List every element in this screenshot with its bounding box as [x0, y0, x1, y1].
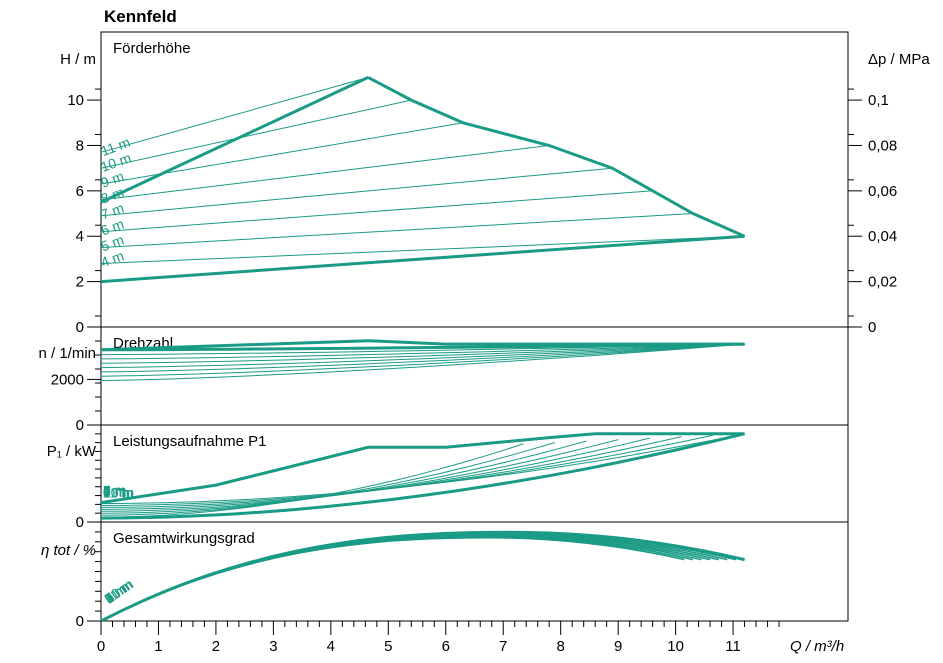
- head-iso-curve-5: [100, 122, 464, 185]
- pressure-y-tick-label: 0,04: [868, 228, 897, 245]
- x-axis-label: Q / m³/h: [790, 638, 844, 655]
- head-y-tick-label: 4: [76, 228, 84, 245]
- head-min-curve: [100, 234, 745, 284]
- x-tick-label: 8: [557, 638, 565, 655]
- x-tick-label: 3: [269, 638, 277, 655]
- panel-head-frame: [100, 31, 849, 328]
- x-tick-label: 0: [97, 638, 105, 655]
- pressure-y-tick-label: 0,02: [868, 274, 897, 291]
- power-curve-label: 6 m: [103, 483, 126, 499]
- x-axis: 0 1 2 3 4 5 6 7 8 9 10 11 Q / m³/h: [97, 621, 844, 655]
- speed-curve-3: [100, 343, 745, 369]
- speed-y-tick-label: 0: [76, 417, 84, 434]
- head-curve-label: 5 m: [99, 231, 126, 254]
- panel-speed-frame: [100, 326, 849, 426]
- head-curve-label: 9 m: [99, 168, 126, 191]
- panel-head-title: Förderhöhe: [113, 40, 191, 57]
- speed-curve-1: [100, 343, 745, 377]
- efficiency-y-tick-label: 0: [76, 613, 84, 630]
- power-curve-label: 4 m: [103, 482, 126, 498]
- speed-max-curve: [100, 339, 745, 352]
- pressure-y-label: Δp / MPa: [868, 51, 930, 68]
- x-tick-label: 5: [384, 638, 392, 655]
- x-tick-label: 6: [442, 638, 450, 655]
- chart-title: Kennfeld: [104, 7, 177, 26]
- head-iso-curve-7: [100, 76, 369, 153]
- efficiency-curve-7: [100, 530, 745, 623]
- power-curve-7: [100, 433, 745, 505]
- panels: Förderhöhe H / m Δp / MPa 0 0 2 0,02 4 0,04 6 0,06…: [38, 31, 930, 630]
- panel-head: Förderhöhe H / m Δp / MPa 0 0 2 0,02 4 0,04 6 0,06…: [60, 31, 930, 336]
- power-curve-label: 7 m: [103, 483, 126, 499]
- head-iso-curve-3: [100, 167, 613, 217]
- speed-curve-2: [100, 343, 745, 373]
- efficiency-curve-0: [100, 537, 685, 622]
- head-y-tick-label: 6: [76, 183, 84, 200]
- power-max-curve: [100, 432, 745, 505]
- power-curve-label: 8 m: [103, 484, 126, 500]
- power-y-label: P₁ / kW: [47, 443, 97, 460]
- head-y-tick-label: 0: [76, 319, 84, 336]
- head-iso-curve-2: [100, 190, 653, 233]
- head-curve-label: 4 m: [99, 247, 126, 270]
- head-iso-curve-6: [100, 99, 412, 169]
- speed-curve-0: [100, 343, 745, 382]
- power-curve-label: 9 m: [103, 484, 126, 500]
- x-tick-label: 11: [725, 638, 741, 655]
- head-envelope-curve: [367, 76, 746, 238]
- pressure-y-tick-label: 0: [868, 319, 876, 336]
- head-iso-curve-4: [100, 145, 550, 201]
- head-y-tick-label: 10: [67, 92, 84, 109]
- head-iso-curve-0: [100, 235, 745, 264]
- power-min-curve: [100, 432, 745, 520]
- power-curve-label: 10 m: [103, 484, 134, 500]
- power-y-tick-label: 0: [76, 514, 84, 531]
- speed-y-tick-label: 2000: [51, 371, 84, 388]
- head-max-curve: [100, 76, 369, 204]
- head-iso-curve-1: [100, 213, 693, 249]
- head-curve-label: 7 m: [99, 200, 126, 223]
- speed-y-label: n / 1/min: [38, 345, 96, 362]
- efficiency-curve-1: [100, 536, 694, 622]
- power-curve-label: 5 m: [103, 482, 126, 498]
- speed-curve-4: [100, 343, 745, 364]
- x-tick-label: 2: [212, 638, 220, 655]
- x-tick-label: 7: [499, 638, 507, 655]
- x-tick-label: 9: [614, 638, 622, 655]
- pressure-y-tick-label: 0,1: [868, 92, 889, 109]
- x-tick-label: 10: [667, 638, 684, 655]
- head-y-tick-label: 2: [76, 274, 84, 291]
- x-tick-label: 1: [154, 638, 162, 655]
- efficiency-y-label: η tot / %: [41, 542, 96, 559]
- power-curve-label: 11 m: [103, 485, 133, 501]
- panel-power: Leistungsaufnahme P1 P₁ / kW 0 4 m5 m6 m7 m…: [47, 424, 849, 531]
- panel-power-title: Leistungsaufnahme P1: [113, 433, 266, 450]
- efficiency-curve-3: [100, 534, 711, 622]
- pressure-y-tick-label: 0,08: [868, 137, 897, 154]
- x-tick-label: 4: [327, 638, 335, 655]
- head-y-tick-label: 8: [76, 137, 84, 154]
- efficiency-curve-2: [100, 535, 702, 622]
- head-y-label: H / m: [60, 51, 96, 68]
- pressure-y-tick-label: 0,06: [868, 183, 897, 200]
- head-curve-label: 6 m: [99, 215, 126, 238]
- panel-efficiency-title: Gesamtwirkungsgrad: [113, 530, 255, 547]
- speed-curve-5: [100, 343, 745, 360]
